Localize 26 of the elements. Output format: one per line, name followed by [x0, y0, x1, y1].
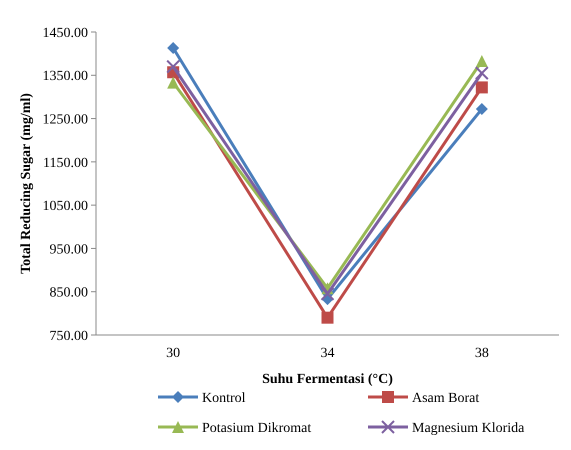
x-tick-label: 38 [474, 346, 489, 361]
point [166, 60, 180, 74]
point [167, 42, 180, 54]
point [476, 103, 488, 116]
legend-label: Asam Borat [412, 390, 480, 406]
y-tick-label: 750.00 [50, 328, 88, 344]
x-tick-label: 30 [166, 346, 180, 361]
point [320, 286, 334, 301]
point [322, 312, 334, 324]
point [476, 81, 488, 94]
legend-label: Magnesium Klorida [412, 420, 526, 436]
point [474, 66, 489, 80]
point [167, 76, 180, 89]
legend-label: Kontrol [202, 390, 246, 406]
y-tick-label: 850.00 [50, 286, 88, 301]
y-tick-label: 1150.00 [43, 156, 88, 171]
y-tick-label: 950.00 [50, 242, 88, 258]
y-tick-label: 1450.00 [42, 26, 88, 41]
y-tick-label: 1350.00 [42, 69, 88, 84]
y-axis-title: Total Reducing Sugar (mg/ml) [19, 92, 34, 274]
x-axis-title: Suhu Fermentasi (°C) [262, 372, 394, 387]
legend-label: Potasium Dikromat [202, 420, 312, 436]
y-tick-label: 1050.00 [42, 199, 88, 214]
y-tick-label: 1250.00 [42, 112, 88, 128]
x-tick-label: 34 [320, 346, 334, 361]
point [476, 55, 488, 67]
